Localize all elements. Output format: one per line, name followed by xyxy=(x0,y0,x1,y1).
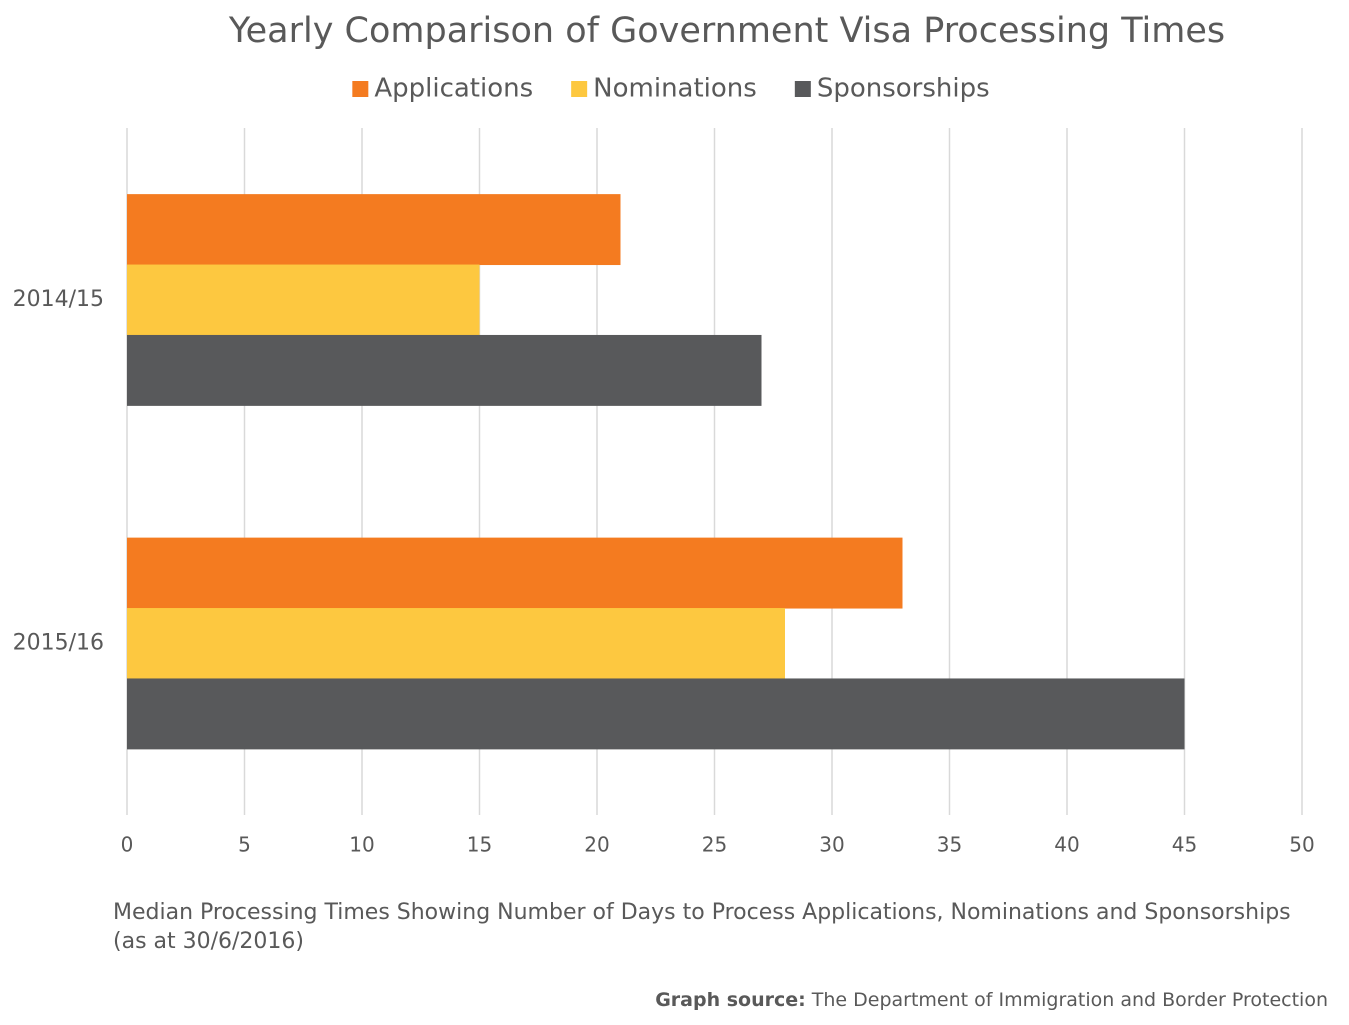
legend: Applications Nominations Sponsorships xyxy=(352,74,990,104)
bar xyxy=(127,264,480,336)
caption: (as at 30/6/2016) xyxy=(113,929,304,954)
bar xyxy=(127,537,903,609)
chart-title: Yearly Comparison of Government Visa Pro… xyxy=(228,11,1225,51)
legend-swatch xyxy=(352,81,369,97)
bar xyxy=(127,678,1185,750)
bar xyxy=(127,608,785,679)
legend-swatch xyxy=(571,81,588,97)
legend-label: Nominations xyxy=(593,74,757,104)
bar xyxy=(127,194,621,266)
y-tick-label: 2014/15 xyxy=(13,287,104,312)
source-text: The Department of Immigration and Border… xyxy=(811,989,1328,1011)
x-tick-label: 45 xyxy=(1172,833,1197,857)
x-tick-label: 20 xyxy=(584,833,609,857)
y-tick-label: 2015/16 xyxy=(13,630,104,655)
source: Graph source: The Department of Immigrati… xyxy=(655,989,1328,1011)
x-tick-label: 0 xyxy=(121,833,134,857)
legend-label: Sponsorships xyxy=(817,74,990,104)
x-tick-label: 50 xyxy=(1289,833,1314,857)
x-tick-label: 15 xyxy=(467,833,492,857)
x-tick-label: 30 xyxy=(819,833,844,857)
legend-label: Applications xyxy=(374,74,533,104)
x-tick-label: 5 xyxy=(238,833,251,857)
x-tick-label: 35 xyxy=(937,833,962,857)
x-tick-label: 40 xyxy=(1054,833,1079,857)
x-tick-label: 10 xyxy=(349,833,374,857)
source-label: Graph source: xyxy=(655,989,806,1011)
legend-swatch xyxy=(794,81,811,97)
caption: Median Processing Times Showing Number o… xyxy=(113,900,1291,925)
x-tick-label: 25 xyxy=(702,833,727,857)
bar xyxy=(127,334,762,406)
